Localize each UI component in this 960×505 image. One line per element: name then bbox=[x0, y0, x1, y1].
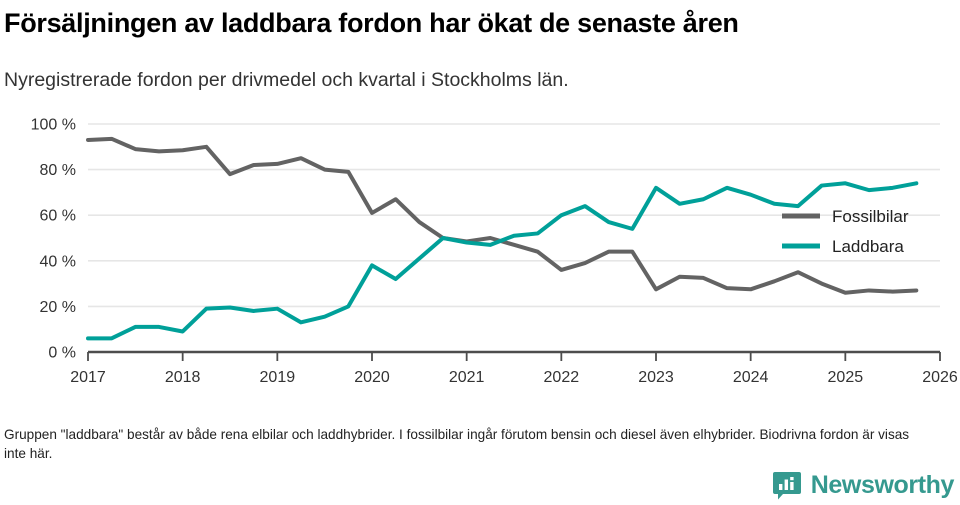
x-axis-tick-label: 2020 bbox=[354, 369, 390, 386]
x-axis bbox=[87, 352, 941, 361]
legend-label-0: Fossilbilar bbox=[832, 207, 909, 226]
page-title: Försäljningen av laddbara fordon har öka… bbox=[4, 8, 739, 38]
x-axis-tick-label: 2022 bbox=[544, 369, 580, 386]
data-series bbox=[86, 136, 919, 341]
y-axis-tick-label: 80 % bbox=[40, 162, 76, 179]
x-axis-tick-label: 2025 bbox=[828, 369, 864, 386]
y-axis-tick-label: 0 % bbox=[48, 345, 76, 362]
y-axis-tick-label: 100 % bbox=[31, 117, 76, 134]
brand-logo[interactable]: Newsworthy bbox=[772, 468, 954, 502]
x-axis-tick-label: 2023 bbox=[638, 369, 674, 386]
y-axis-tick-label: 20 % bbox=[40, 299, 76, 316]
chart-footnote: Gruppen "laddbara" består av både rena e… bbox=[4, 427, 910, 461]
chart-legend[interactable]: Fossilbilar Laddbara bbox=[782, 207, 909, 256]
y-axis-tick-label: 40 % bbox=[40, 253, 76, 270]
newsworthy-bar-chart-bubble-icon bbox=[772, 472, 801, 500]
x-axis-tick-label: 2019 bbox=[260, 369, 296, 386]
x-axis-tick-label: 2021 bbox=[449, 369, 485, 386]
x-axis-tick-label: 2017 bbox=[70, 369, 106, 386]
series-line-laddbara bbox=[86, 181, 919, 341]
x-axis-tick-label: 2026 bbox=[922, 369, 958, 386]
brand-name: Newsworthy bbox=[810, 471, 955, 499]
y-axis-tick-label: 60 % bbox=[40, 208, 76, 225]
y-axis-tick-labels: 0 % 20 % 40 % 60 % 80 % 100 % bbox=[31, 117, 76, 362]
chart-subtitle: Nyregistrerade fordon per drivmedel och … bbox=[4, 69, 569, 91]
chart-plot-container: 0 % 20 % 40 % 60 % 80 % 100 % 2017 2018 2019 202… bbox=[0, 108, 960, 398]
x-axis-tick-labels: 2017 2018 2019 2020 2021 2022 2023 2024 2025 2026 bbox=[70, 369, 958, 386]
x-axis-tick-label: 2018 bbox=[165, 369, 201, 386]
legend-label-1: Laddbara bbox=[832, 237, 904, 256]
x-axis-tick-label: 2024 bbox=[733, 369, 769, 386]
line-chart: 0 % 20 % 40 % 60 % 80 % 100 % 2017 2018 2019 202… bbox=[31, 117, 958, 387]
